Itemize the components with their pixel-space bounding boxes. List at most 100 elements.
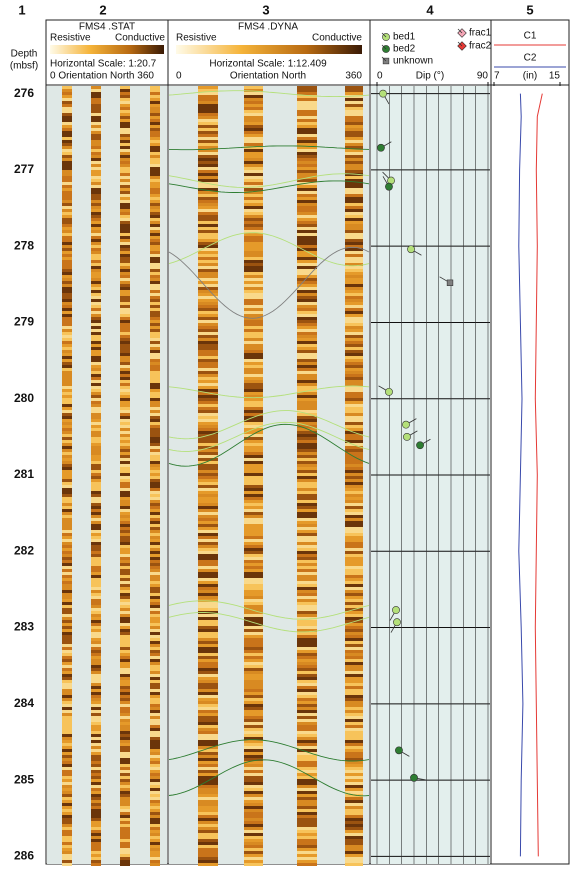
pad-strip [244,620,263,623]
pad-strip [150,551,160,554]
pad-strip [297,302,317,305]
pad-strip [244,524,263,527]
pad-strip [198,176,218,179]
pad-strip [62,275,72,278]
pad-strip [91,356,101,359]
pad-strip [62,818,72,821]
pad-strip [198,227,218,230]
pad-strip [120,839,130,842]
pad-strip [91,827,101,830]
pad-strip [345,335,363,338]
pad-strip [345,491,363,494]
pad-strip [297,329,317,332]
pad-strip [345,689,363,692]
pad-strip [345,278,363,281]
pad-strip [345,449,363,452]
pad-strip [91,209,101,212]
pad-strip [62,95,72,98]
pad-strip [150,440,160,443]
pad-strip [150,590,160,593]
pad-strip [198,155,218,158]
pad-strip [198,473,218,476]
pad-strip [244,176,263,179]
high-label: Conductive [115,33,165,44]
pad-strip [91,185,101,188]
pad-strip [244,347,263,350]
pad-strip [62,623,72,626]
pad-strip [91,776,101,779]
pad-strip [297,320,317,323]
pad-strip [120,578,130,581]
pad-strip [91,770,101,773]
pad-strip [150,656,160,659]
pad-strip [297,278,317,281]
pad-strip [150,644,160,647]
pad-strip [244,401,263,404]
pad-strip [297,185,317,188]
pad-strip [244,758,263,761]
pad-strip [198,668,218,671]
pad-strip [244,149,263,152]
pad-strip [91,794,101,797]
pad-strip [91,230,101,233]
pad-strip [62,404,72,407]
pad-strip [91,809,101,812]
pad-strip [297,605,317,608]
pad-strip [297,107,317,110]
pad-strip [62,437,72,440]
pad-strip [91,140,101,143]
pad-strip [297,596,317,599]
pad-strip [150,557,160,560]
pad-strip [244,800,263,803]
pad-strip [345,716,363,719]
pad-strip [297,578,317,581]
pad-strip [198,569,218,572]
tadpole [416,441,424,450]
pad-strip [198,194,218,197]
pad-strip [297,737,317,740]
pad-strip [62,317,72,320]
pad-strip [120,104,130,107]
pad-strip [244,377,263,380]
pad-strip [91,635,101,638]
pad-strip [297,743,317,746]
pad-strip [62,137,72,140]
pad-strip [297,701,317,704]
pad-strip [244,329,263,332]
pad-strip [120,407,130,410]
pad-strip [150,674,160,677]
pad-strip [244,677,263,680]
pad-strip [62,641,72,644]
pad-strip [120,659,130,662]
pad-strip [297,572,317,575]
pad-strip [345,392,363,395]
pad-strip [150,530,160,533]
pad-strip [244,290,263,293]
pad-strip [120,629,130,632]
depth-tick-label: 278 [14,238,34,252]
pad-strip [62,557,72,560]
pad-strip [345,614,363,617]
pad-strip [120,290,130,293]
pad-strip [198,692,218,695]
pad-strip [297,590,317,593]
pad-strip [244,353,263,356]
pad-strip [62,98,72,101]
pad-strip [198,761,218,764]
pad-strip [150,95,160,98]
pad-strip [91,266,101,269]
pad-strip [297,848,317,851]
pad-strip [62,812,72,815]
pad-strip [198,680,218,683]
pad-strip [345,671,363,674]
pad-strip [62,332,72,335]
pad-strip [244,185,263,188]
pad-strip [120,695,130,698]
pad-strip [150,101,160,104]
pad-strip [91,719,101,722]
pad-strip [244,308,263,311]
pad-strip [297,620,317,623]
pad-strip [150,272,160,275]
pad-strip [91,617,101,620]
pad-strip [120,596,130,599]
